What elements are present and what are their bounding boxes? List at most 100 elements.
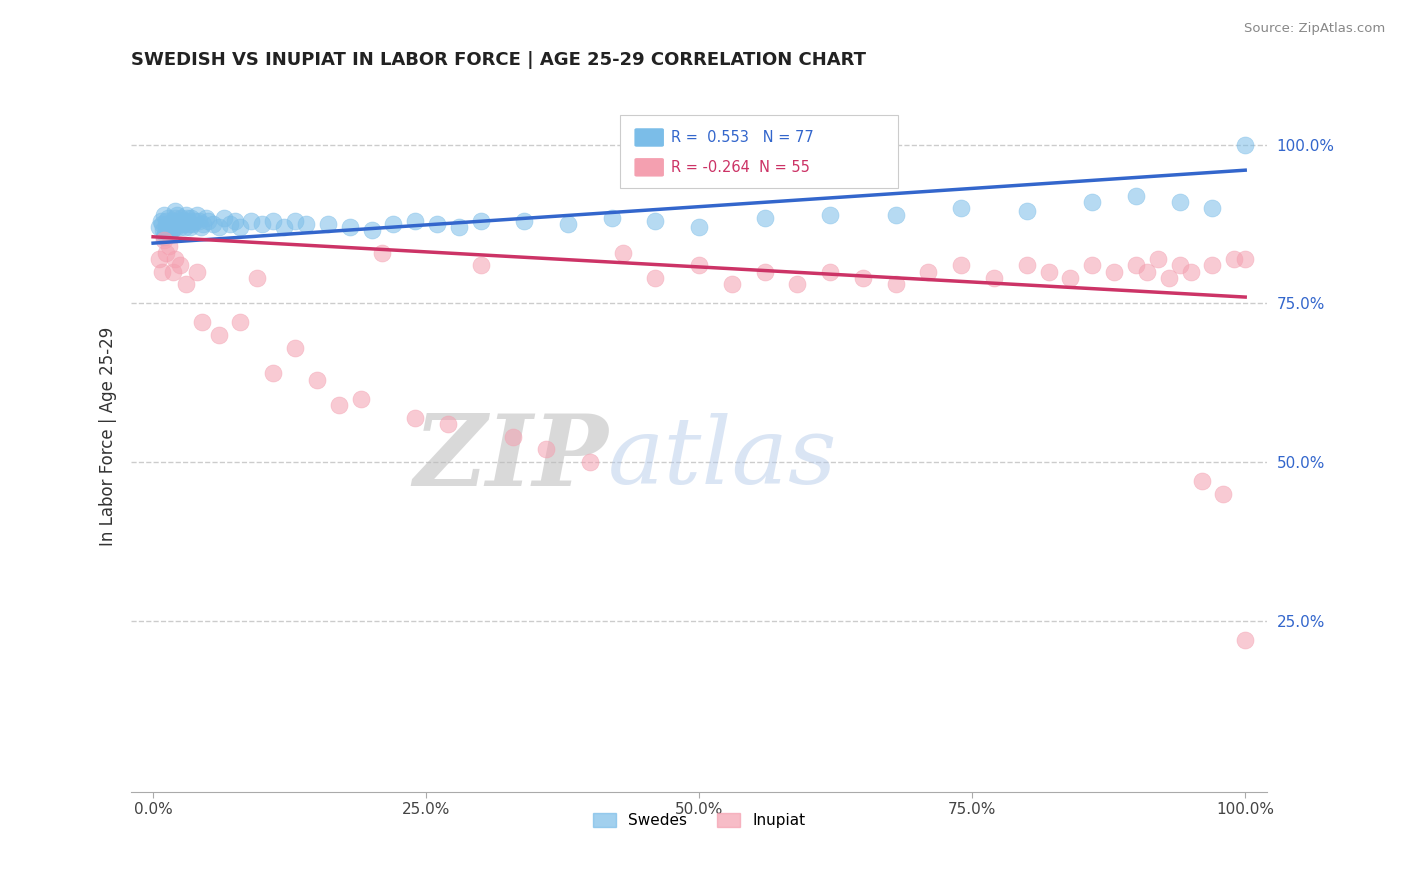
- Point: [316, 217, 339, 231]
- Point: [181, 217, 204, 231]
- Point: [502, 430, 524, 444]
- Point: [212, 211, 235, 225]
- Point: [983, 271, 1005, 285]
- Point: [186, 265, 208, 279]
- Point: [1212, 487, 1234, 501]
- Point: [437, 417, 460, 431]
- Point: [193, 217, 215, 231]
- Point: [163, 211, 186, 225]
- Point: [240, 214, 263, 228]
- Point: [155, 214, 177, 228]
- Point: [167, 214, 190, 228]
- Point: [284, 214, 307, 228]
- Text: Source: ZipAtlas.com: Source: ZipAtlas.com: [1244, 22, 1385, 36]
- Point: [1059, 271, 1081, 285]
- Point: [262, 366, 284, 380]
- Point: [754, 265, 776, 279]
- Point: [169, 258, 191, 272]
- Point: [148, 252, 170, 266]
- Point: [207, 220, 229, 235]
- Point: [155, 245, 177, 260]
- Point: [447, 220, 470, 235]
- Point: [536, 442, 558, 457]
- Point: [163, 220, 186, 235]
- Point: [191, 315, 214, 329]
- Point: [470, 214, 492, 228]
- Point: [176, 211, 198, 225]
- Point: [183, 214, 205, 228]
- Point: [404, 214, 426, 228]
- Point: [917, 265, 939, 279]
- Point: [186, 208, 208, 222]
- Point: [202, 217, 225, 231]
- Point: [1234, 137, 1257, 152]
- Point: [148, 220, 170, 235]
- Point: [382, 217, 405, 231]
- Point: [166, 208, 188, 222]
- Point: [156, 217, 179, 231]
- Point: [579, 455, 602, 469]
- Point: [557, 217, 579, 231]
- Point: [218, 217, 240, 231]
- Point: [163, 252, 186, 266]
- Point: [180, 211, 202, 225]
- Point: [1125, 188, 1147, 202]
- Point: [169, 217, 191, 231]
- Point: [159, 227, 181, 241]
- Point: [179, 217, 201, 231]
- Legend: Swedes, Inupiat: Swedes, Inupiat: [586, 806, 811, 834]
- Point: [155, 220, 177, 235]
- Point: [1223, 252, 1246, 266]
- Point: [169, 220, 191, 235]
- Point: [150, 217, 173, 231]
- Point: [305, 373, 328, 387]
- Point: [644, 214, 666, 228]
- Point: [174, 277, 197, 292]
- Point: [339, 220, 361, 235]
- Point: [295, 217, 318, 231]
- Point: [229, 220, 252, 235]
- Point: [188, 214, 211, 228]
- Point: [159, 217, 181, 231]
- Point: [163, 204, 186, 219]
- Point: [1081, 258, 1104, 272]
- Point: [229, 315, 252, 329]
- Point: [160, 223, 183, 237]
- Point: [721, 277, 744, 292]
- Point: [153, 229, 176, 244]
- Point: [950, 201, 973, 215]
- Point: [1168, 258, 1191, 272]
- Point: [612, 245, 634, 260]
- Point: [818, 208, 841, 222]
- Point: [644, 271, 666, 285]
- Point: [170, 211, 193, 225]
- Point: [1038, 265, 1060, 279]
- Point: [273, 220, 295, 235]
- Point: [1168, 194, 1191, 209]
- Point: [190, 220, 212, 235]
- Point: [360, 223, 382, 237]
- Point: [688, 220, 710, 235]
- Point: [252, 217, 274, 231]
- Point: [153, 208, 176, 222]
- Point: [600, 211, 623, 225]
- Point: [174, 208, 197, 222]
- Point: [513, 214, 536, 228]
- Point: [1201, 201, 1223, 215]
- Point: [149, 214, 172, 228]
- Point: [1125, 258, 1147, 272]
- Point: [371, 245, 394, 260]
- Point: [246, 271, 269, 285]
- Y-axis label: In Labor Force | Age 25-29: In Labor Force | Age 25-29: [100, 327, 117, 546]
- Point: [152, 223, 174, 237]
- Point: [194, 211, 217, 225]
- Point: [165, 220, 187, 235]
- Point: [1201, 258, 1223, 272]
- Point: [197, 214, 219, 228]
- Text: SWEDISH VS INUPIAT IN LABOR FORCE | AGE 25-29 CORRELATION CHART: SWEDISH VS INUPIAT IN LABOR FORCE | AGE …: [131, 51, 866, 69]
- Point: [1102, 265, 1125, 279]
- FancyBboxPatch shape: [620, 115, 898, 188]
- Point: [950, 258, 973, 272]
- Point: [150, 265, 173, 279]
- Point: [818, 265, 841, 279]
